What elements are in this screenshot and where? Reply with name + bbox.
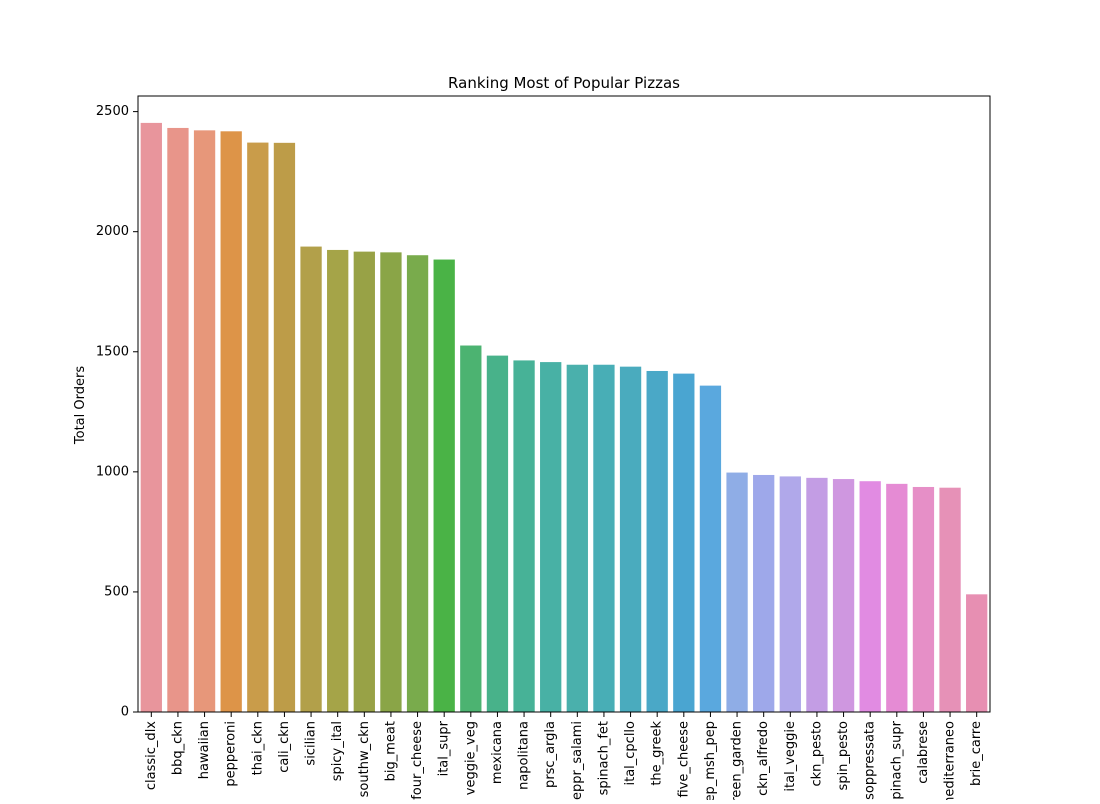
x-tick-label: green_garden — [730, 721, 745, 800]
x-tick-label: napolitana — [517, 721, 532, 790]
x-tick-label: bbq_ckn — [170, 721, 185, 775]
y-tick-label: 1500 — [96, 344, 129, 359]
x-tick-label: big_meat — [383, 721, 398, 781]
bar-the_greek — [646, 370, 668, 712]
bar-mexicana — [486, 355, 509, 712]
x-tick-label: sicilian — [304, 721, 319, 766]
bar-green_garden — [726, 472, 748, 712]
bar-ital_veggie — [779, 476, 801, 712]
y-tick-label: 500 — [104, 584, 129, 599]
x-tick-label: mediterraneo — [943, 721, 958, 800]
bar-big_meat — [380, 252, 402, 712]
bar-calabrese — [912, 486, 935, 712]
x-tick-label: classic_dlx — [144, 721, 159, 790]
bar-five_cheese — [673, 373, 695, 712]
plot-frame — [137, 95, 991, 713]
bar-pep_msh_pep — [699, 385, 722, 712]
x-tick-label: spicy_ital — [330, 721, 345, 781]
x-tick-label: ital_cpcllo — [623, 721, 638, 786]
bar-prsc_argla — [540, 362, 562, 712]
bar-spinach_fet — [593, 364, 615, 712]
x-tick-label: calabrese — [916, 721, 931, 784]
bar-hawaiian — [193, 130, 216, 713]
x-tick-label: ckn_pesto — [809, 721, 824, 787]
bar-napolitana — [513, 360, 535, 712]
y-tick-label: 2000 — [96, 224, 129, 239]
bar-spicy_ital — [327, 249, 349, 713]
x-tick-label: brie_carre — [969, 721, 984, 786]
x-tick-label: southw_ckn — [357, 721, 372, 797]
x-tick-label: four_cheese — [410, 721, 425, 800]
y-tick-label: 2500 — [96, 104, 129, 119]
x-tick-label: spinach_supr — [889, 720, 904, 800]
bar-soppressata — [859, 481, 881, 712]
bar-ital_supr — [433, 259, 455, 712]
bar-cali_ckn — [273, 142, 296, 712]
bar-spinach_supr — [886, 483, 908, 712]
x-tick-label: spinach_fet — [596, 721, 611, 795]
bar-mediterraneo — [939, 487, 961, 712]
bar-ckn_alfredo — [753, 474, 775, 712]
bar-pepperoni — [220, 131, 242, 712]
x-tick-label: five_cheese — [676, 721, 691, 798]
y-axis-ticks: 0 500 1000 1500 2000 2500 — [96, 104, 138, 720]
y-tick-label: 1000 — [96, 464, 129, 479]
bar-ital_cpcllo — [619, 366, 642, 712]
bar-veggie_veg — [460, 345, 482, 712]
bar-ckn_pesto — [806, 477, 828, 712]
bar-peppr_salami — [566, 364, 588, 712]
x-tick-label: prsc_argla — [543, 721, 558, 788]
chart-title: Ranking Most of Popular Pizzas — [448, 74, 680, 92]
x-tick-label: hawaiian — [197, 721, 212, 779]
x-tick-label: the_greek — [650, 721, 665, 786]
x-tick-label: ital_veggie — [783, 721, 798, 792]
y-axis-label: Total Orders — [73, 366, 88, 445]
x-tick-label: ckn_alfredo — [756, 721, 771, 796]
bar-bbq_ckn — [167, 127, 189, 713]
x-tick-label: cali_ckn — [277, 721, 292, 773]
x-tick-label: spin_pesto — [836, 721, 851, 790]
x-tick-label: ital_supr — [437, 720, 452, 776]
bars-layer — [140, 122, 988, 713]
x-tick-label: pep_msh_pep — [703, 721, 718, 800]
bar-brie_carre — [966, 594, 988, 712]
x-tick-label: peppr_salami — [570, 721, 585, 800]
bar-southw_ckn — [353, 251, 375, 713]
x-tick-label: pepperoni — [224, 721, 239, 787]
x-tick-label: veggie_veg — [463, 721, 478, 795]
x-tick-label: mexicana — [490, 721, 505, 784]
bar-classic_dlx — [140, 122, 162, 713]
bar-spin_pesto — [832, 479, 855, 712]
bar-thai_ckn — [247, 142, 269, 712]
bar-sicilian — [300, 246, 322, 713]
x-tick-label: soppressata — [863, 721, 878, 800]
y-tick-label: 0 — [121, 705, 129, 720]
x-tick-label: thai_ckn — [250, 721, 265, 775]
x-axis-ticks: classic_dlx bbq_ckn hawaiian pepperoni thai_… — [144, 712, 984, 804]
bar-four_cheese — [406, 255, 429, 712]
